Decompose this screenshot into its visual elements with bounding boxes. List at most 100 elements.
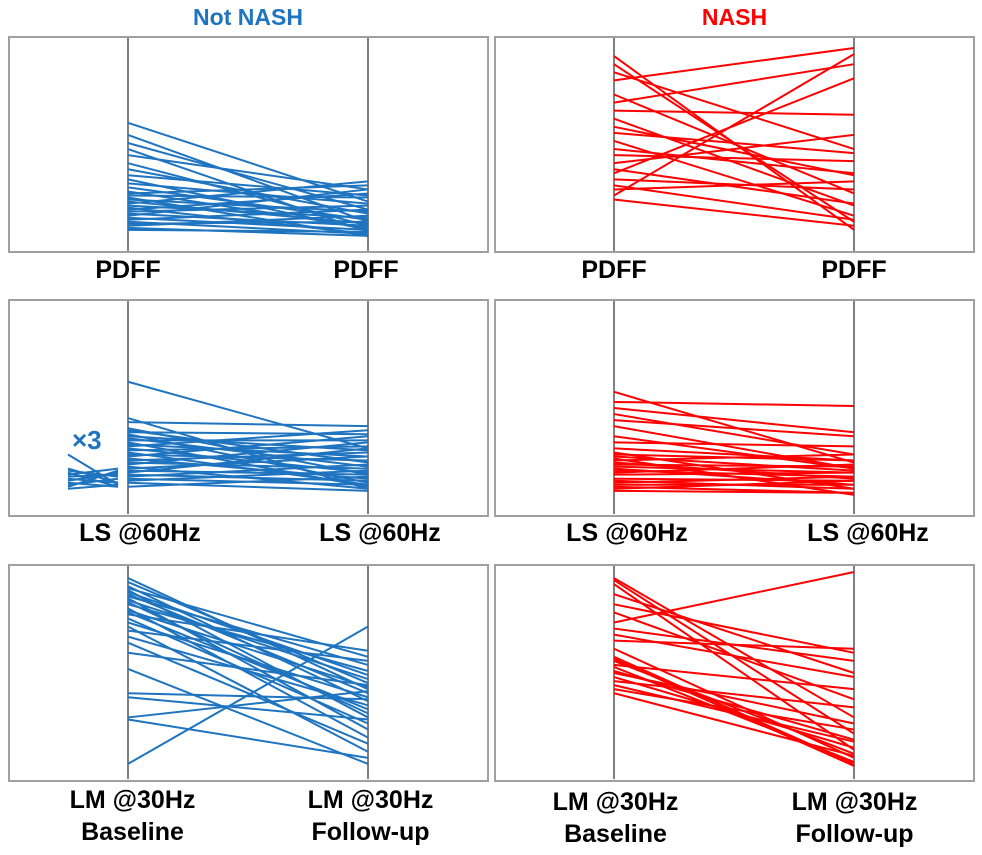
- subject-line: [613, 154, 855, 163]
- subject-line: [613, 475, 855, 484]
- subject-line: [613, 419, 855, 438]
- panel-lm-nash: [494, 564, 975, 782]
- subject-line: [127, 228, 369, 233]
- axis-label-pdff-followup: PDFF: [333, 256, 399, 284]
- subject-line: [613, 593, 855, 674]
- subject-line: [127, 469, 369, 482]
- subject-line: [613, 489, 855, 494]
- subject-line: [127, 599, 369, 681]
- subject-line: [127, 457, 369, 480]
- subject-line: [613, 180, 855, 191]
- inset-subject-line: [67, 483, 119, 490]
- axis-label-ls-followup-nash: LS @60Hz: [807, 519, 929, 547]
- subject-line: [127, 463, 369, 478]
- subject-line: [127, 469, 369, 476]
- subject-line: [613, 198, 855, 227]
- subject-line: [127, 718, 369, 759]
- subject-line: [613, 117, 855, 207]
- chart-svg: [613, 38, 855, 251]
- axis-label-pdff-baseline: PDFF: [95, 256, 161, 284]
- subject-line: [127, 198, 369, 213]
- subject-line: [127, 184, 369, 195]
- subject-line: [127, 212, 369, 227]
- panel-pdff-not-nash: [8, 36, 489, 253]
- subject-line: [613, 47, 855, 82]
- panel-ls-nash: [494, 299, 975, 517]
- subject-line: [127, 421, 369, 428]
- subject-line: [127, 208, 369, 221]
- subject-line: [613, 465, 855, 474]
- axis-label-ls-baseline: LS @60Hz: [79, 519, 201, 547]
- subject-line: [613, 425, 855, 470]
- subject-line: [127, 154, 369, 191]
- chart-svg: [613, 301, 855, 514]
- subject-line: [613, 659, 855, 755]
- subject-line: [127, 142, 369, 211]
- subject-line: [127, 380, 369, 450]
- panel-lm-not-nash: [8, 564, 489, 782]
- subject-line: [613, 692, 855, 757]
- subject-line: [127, 435, 369, 458]
- subject-line: [127, 651, 369, 687]
- subject-line: [127, 473, 369, 482]
- subject-line: [613, 441, 855, 448]
- subject-line: [127, 214, 369, 227]
- axis-label-lm-baseline-nash-line1: LM @30Hz: [552, 788, 679, 816]
- panel-ls-not-nash: ×3: [8, 299, 489, 517]
- subject-line: [613, 71, 855, 150]
- subject-line: [127, 174, 369, 197]
- subject-line: [127, 609, 369, 689]
- subject-line: [127, 441, 369, 466]
- subject-line: [127, 635, 369, 707]
- axis-label-lm-followup: LM @30Hz Follow-up: [278, 784, 463, 848]
- col-title-not-nash: Not NASH: [193, 4, 303, 30]
- subject-line: [613, 447, 855, 462]
- chart-svg: ×3: [67, 301, 369, 514]
- subject-line: [613, 63, 855, 104]
- subject-line: [613, 53, 855, 197]
- subject-line: [613, 639, 855, 650]
- subject-line: [613, 684, 855, 743]
- axis-label-pdff-followup-nash: PDFF: [821, 256, 887, 284]
- axis-label-lm-baseline-line2: Baseline: [81, 818, 184, 846]
- subject-line: [127, 625, 369, 765]
- subject-line: [613, 453, 855, 462]
- subject-line: [127, 200, 369, 225]
- chart-svg: [127, 38, 369, 251]
- subject-line: [127, 455, 369, 470]
- subject-line: [127, 121, 369, 203]
- subject-line: [613, 407, 855, 434]
- axis-label-lm-followup-line1: LM @30Hz: [307, 786, 434, 814]
- axis-label-lm-baseline: LM @30Hz Baseline: [40, 784, 225, 848]
- subject-line: [127, 182, 369, 205]
- axis-label-pdff-baseline-nash: PDFF: [581, 256, 647, 284]
- panel-pdff-nash: [494, 36, 975, 253]
- inset-subject-line: [67, 467, 119, 476]
- subject-line: [127, 696, 369, 721]
- subject-line: [127, 431, 369, 436]
- subject-line: [613, 148, 855, 175]
- subject-line: [127, 629, 369, 662]
- subject-line: [127, 461, 369, 470]
- subject-line: [613, 647, 855, 759]
- subject-line: [613, 471, 855, 476]
- axis-label-ls-followup: LS @60Hz: [319, 519, 441, 547]
- subject-line: [127, 593, 369, 695]
- axis-label-lm-followup-nash-line1: LM @30Hz: [791, 788, 918, 816]
- subject-line: [613, 125, 855, 177]
- axis-label-lm-followup-nash: LM @30Hz Follow-up: [762, 786, 947, 850]
- subject-line: [127, 445, 369, 452]
- subject-line: [127, 429, 369, 448]
- axis-label-lm-followup-line2: Follow-up: [311, 818, 430, 846]
- subject-line: [127, 451, 369, 462]
- subject-line: [127, 226, 369, 237]
- col-title-nash: NASH: [701, 4, 768, 30]
- axis-label-lm-baseline-nash-line2: Baseline: [564, 820, 667, 848]
- axis-label-ls-baseline-nash: LS @60Hz: [566, 519, 688, 547]
- subject-line: [127, 435, 369, 452]
- annotation-x3: ×3: [72, 425, 102, 455]
- subject-line: [613, 603, 855, 654]
- subject-line: [613, 390, 855, 464]
- subject-line: [613, 131, 855, 155]
- subject-line: [613, 178, 855, 191]
